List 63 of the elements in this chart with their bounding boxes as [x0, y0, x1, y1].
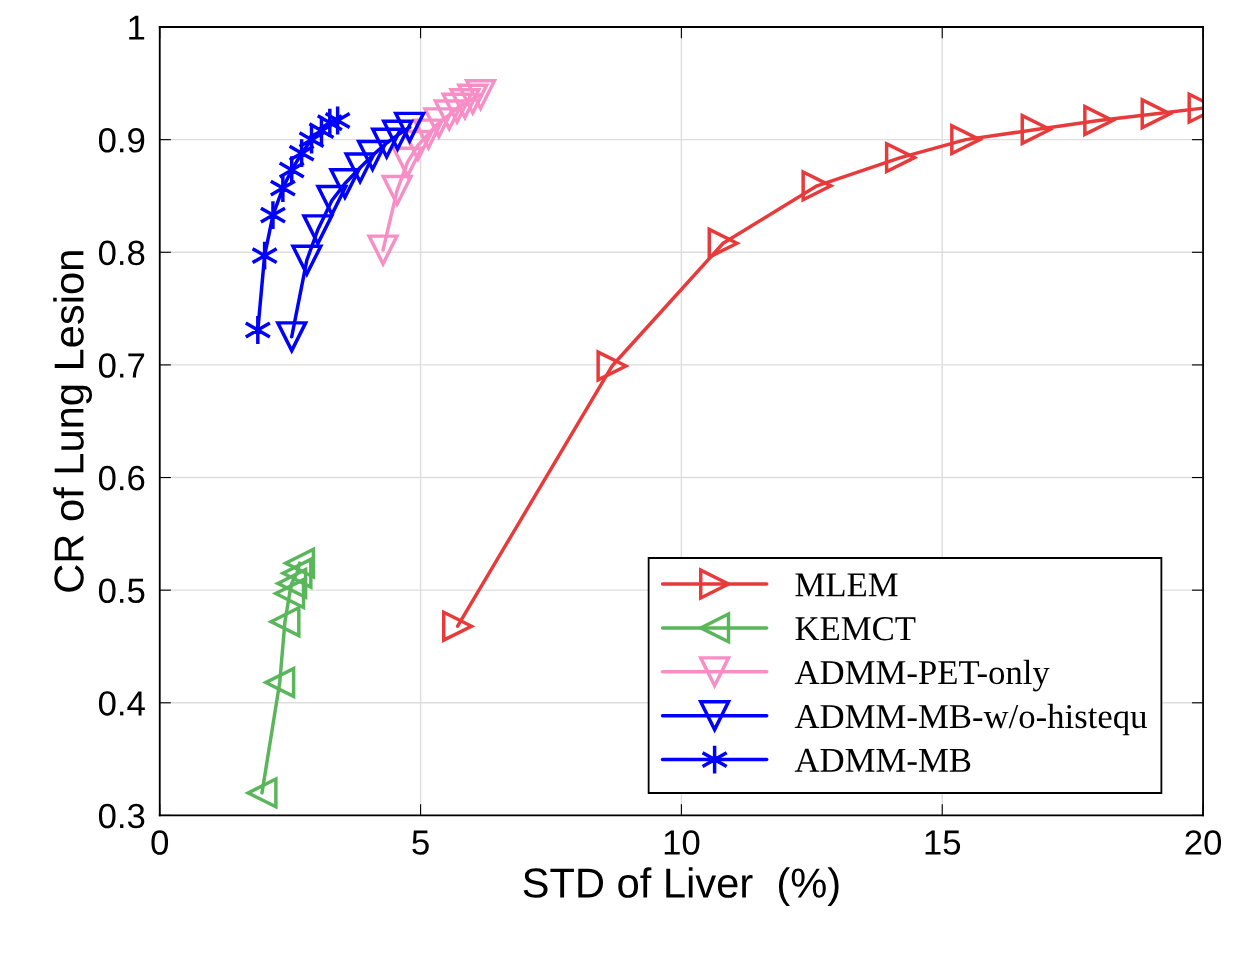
point: [801, 170, 833, 202]
point: [441, 92, 473, 124]
y-tick-label: 0.9: [98, 127, 145, 153]
legend-label: KEMCT: [795, 617, 916, 641]
point: [412, 118, 445, 150]
point: [596, 350, 628, 382]
y-tick-label: 0.6: [98, 465, 145, 491]
point: [381, 119, 414, 151]
point: [1020, 113, 1052, 146]
legend-label: MLEM: [795, 573, 898, 597]
y-tick-label: 0.8: [98, 240, 145, 266]
x-tick-label: 20: [1185, 830, 1222, 855]
point: [297, 124, 326, 156]
point: [244, 314, 272, 346]
x-tick-label: 10: [664, 830, 700, 855]
point: [269, 606, 301, 638]
point: [328, 167, 362, 202]
point: [274, 577, 306, 610]
point: [1083, 103, 1117, 138]
y-tick-label: 1: [129, 15, 145, 40]
point: [302, 214, 334, 246]
point: [391, 146, 424, 178]
point: [250, 240, 279, 272]
point: [371, 127, 403, 159]
point: [275, 321, 309, 355]
point: [393, 111, 426, 143]
point: [448, 87, 482, 122]
point: [367, 234, 399, 266]
point: [291, 244, 323, 276]
point: [457, 83, 489, 115]
point: [707, 227, 739, 259]
point: [343, 152, 376, 186]
point: [323, 104, 352, 137]
legend-label: ADMM-PET-only: [794, 659, 1050, 692]
x-tick-label: 5: [412, 830, 429, 855]
x-axis-title: STD of Liver (%): [523, 867, 839, 907]
x-tick-label: 0: [151, 830, 169, 855]
point: [316, 107, 344, 139]
point: [259, 199, 287, 231]
point: [246, 777, 278, 809]
point: [884, 142, 917, 174]
point: [381, 174, 413, 206]
point: [276, 567, 308, 600]
point: [422, 107, 455, 141]
point: [264, 666, 296, 699]
point: [283, 547, 316, 579]
legend-label: ADMM-MB-w/o-histequ: [794, 703, 1147, 736]
y-tick-label: 0.3: [98, 803, 145, 829]
point: [287, 137, 316, 169]
point: [432, 99, 465, 133]
y-axis-title: CR of Lung Lesion: [53, 251, 93, 592]
point: [277, 154, 306, 186]
y-tick-label: 0.4: [98, 691, 145, 716]
y-tick-label: 0.7: [98, 353, 145, 378]
point: [356, 139, 389, 172]
x-tick-label: 15: [925, 830, 961, 855]
point: [281, 557, 313, 589]
point: [464, 78, 497, 111]
point: [950, 123, 984, 157]
legend-label: ADMM-MB: [794, 748, 971, 772]
y-tick-label: 0.5: [98, 578, 145, 604]
point: [316, 184, 348, 217]
point: [1140, 98, 1172, 130]
